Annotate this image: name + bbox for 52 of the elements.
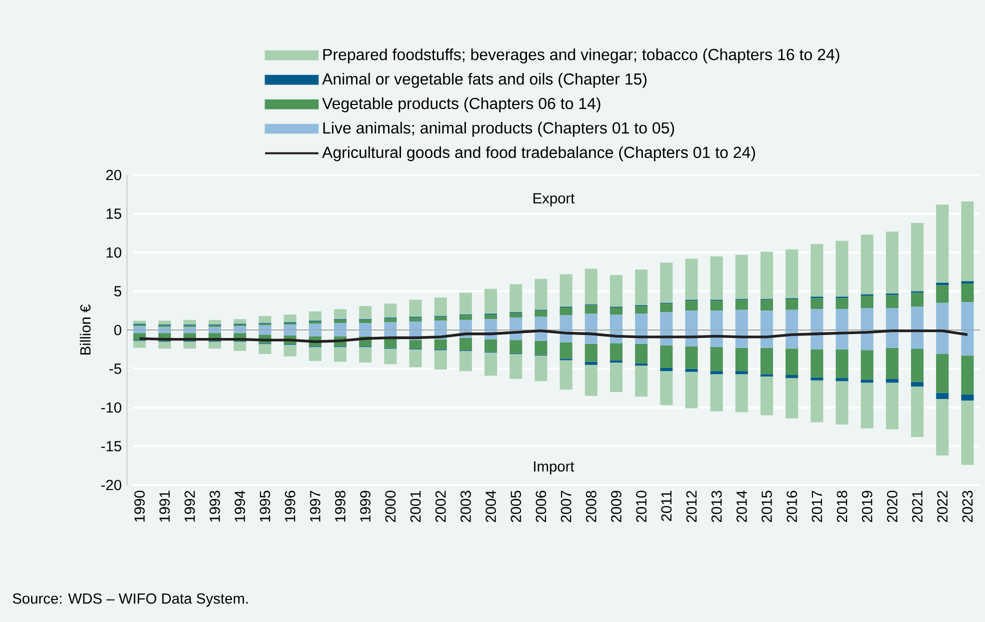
x-tick-label: 1990: [134, 490, 145, 522]
y-tick-label: -10: [101, 402, 122, 413]
y-tick-label: 5: [114, 286, 122, 296]
x-tick-label: 2019: [862, 490, 872, 522]
y-tick-label: 15: [106, 208, 122, 219]
x-tick-label: 1996: [284, 490, 296, 522]
x-tick-label: 2013: [711, 490, 722, 522]
x-tick-label: 1992: [184, 490, 195, 522]
x-tick-label: 2015: [762, 490, 772, 522]
x-tick-label: 2011: [661, 490, 672, 521]
annotation: Export: [534, 193, 575, 206]
y-tick-label: -20: [101, 480, 122, 490]
x-tick-label: 2020: [887, 490, 898, 522]
y-tick-label: 0: [114, 324, 122, 336]
x-tick-label: 2004: [486, 490, 496, 522]
legend-label: Live animals; animal products (Chapters 01 to 05): [323, 122, 674, 137]
x-tick-label: 2001: [410, 490, 421, 522]
legend-label: Vegetable products (Chapters 06 to 14): [322, 97, 600, 112]
x-tick-label: 1994: [234, 490, 246, 522]
y-tick-label: 10: [106, 247, 122, 258]
x-tick-label: 2018: [836, 490, 848, 522]
x-tick-label: 2012: [686, 490, 697, 522]
x-tick-label: 2021: [912, 490, 922, 522]
x-tick-label: 1999: [360, 490, 371, 522]
y-tick-label: 20: [106, 170, 122, 180]
x-tick-label: 2009: [611, 490, 622, 522]
x-tick-label: 2023: [962, 490, 973, 522]
x-tick-label: 2007: [560, 490, 572, 522]
x-tick-label: 1993: [210, 490, 220, 522]
x-tick-label: 2016: [786, 490, 798, 522]
x-tick-label: 2014: [736, 490, 747, 522]
x-tick-label: 2022: [937, 490, 948, 522]
x-tick-label: 2005: [510, 490, 522, 522]
legend-label: Prepared foodstuffs; beverages and vinegar; tobacco (Chapters 16 to 24): [323, 48, 840, 64]
x-tick-label: 2006: [536, 490, 546, 522]
y-tick-label: -15: [101, 441, 122, 452]
source-note: Source: WDS – WIFO Data System.: [12, 593, 248, 607]
x-tick-label: 2003: [460, 490, 471, 522]
x-tick-label: 2002: [435, 490, 446, 522]
x-tick-label: 2008: [586, 490, 596, 522]
y-tick-label: -5: [109, 364, 122, 374]
x-tick-label: 1991: [159, 490, 170, 522]
legend-label: Animal or vegetable fats and oils (Chapter 15): [322, 72, 646, 88]
x-tick-label: 2000: [385, 490, 396, 522]
y-axis-title: Billion €: [80, 304, 91, 354]
x-tick-label: 2010: [636, 490, 647, 522]
annotation: Import: [534, 461, 574, 475]
x-tick-label: 1998: [335, 490, 346, 522]
x-tick-label: 2017: [812, 490, 822, 522]
x-tick-label: 1997: [310, 490, 320, 522]
legend-label: Agricultural goods and food tradebalance (Chapters 01 to 24): [322, 146, 756, 162]
x-tick-label: 1995: [260, 490, 270, 522]
